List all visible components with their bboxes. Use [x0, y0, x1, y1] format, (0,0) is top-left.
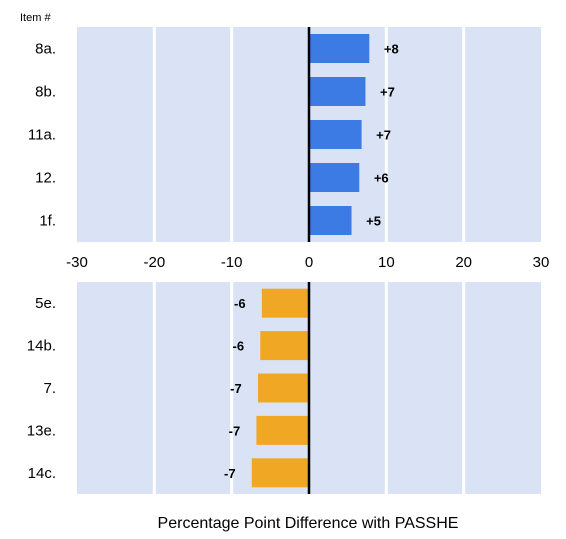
data-label: +7	[376, 128, 391, 143]
category-label: 8a.	[35, 41, 56, 58]
category-label: 1f.	[39, 213, 56, 230]
category-label: 7.	[43, 380, 56, 397]
data-label: -7	[224, 466, 236, 481]
bar-0-2	[309, 120, 362, 149]
top-panel: 8a. +8 8b. +7 11a. +7 12. +6 1f. +5	[28, 27, 541, 242]
bar-1-4	[251, 458, 309, 488]
data-label: -7	[229, 423, 241, 438]
x-tick-label: -10	[221, 254, 243, 271]
data-label: -7	[230, 381, 242, 396]
x-tick-label: -30	[66, 254, 88, 271]
data-label: +7	[380, 85, 395, 100]
bar-0-0	[309, 34, 370, 63]
data-label: +8	[384, 42, 399, 57]
bottom-panel: 5e. -6 14b. -6 7. -7 13e. -7 14c. -7	[27, 282, 541, 494]
data-label: -6	[234, 296, 246, 311]
bar-1-1	[260, 331, 309, 361]
category-label: 14c.	[28, 465, 56, 482]
bar-1-0	[261, 288, 309, 318]
x-axis: -30 -20 -10 0 10 20 30	[66, 254, 549, 271]
category-label: 8b.	[35, 84, 56, 101]
category-label: 5e.	[35, 295, 56, 312]
data-label: +5	[366, 214, 381, 229]
x-tick-label: 20	[455, 254, 472, 271]
category-label: 13e.	[27, 422, 56, 439]
data-label: -6	[232, 339, 244, 354]
x-tick-label: 30	[533, 254, 550, 271]
bar-1-2	[257, 373, 309, 403]
x-tick-label: 10	[378, 254, 395, 271]
bar-0-1	[309, 77, 366, 106]
x-tick-label: 0	[305, 254, 313, 271]
category-label: 11a.	[28, 127, 56, 144]
data-label: +6	[374, 171, 389, 186]
category-header: Item #	[20, 12, 51, 24]
bar-1-3	[256, 415, 309, 445]
category-label: 14b.	[27, 338, 56, 355]
bar-0-4	[309, 206, 352, 235]
x-axis-title: Percentage Point Difference with PASSHE	[158, 515, 459, 532]
category-label: 12.	[35, 170, 56, 187]
bar-0-3	[309, 163, 360, 192]
x-tick-label: -20	[143, 254, 165, 271]
